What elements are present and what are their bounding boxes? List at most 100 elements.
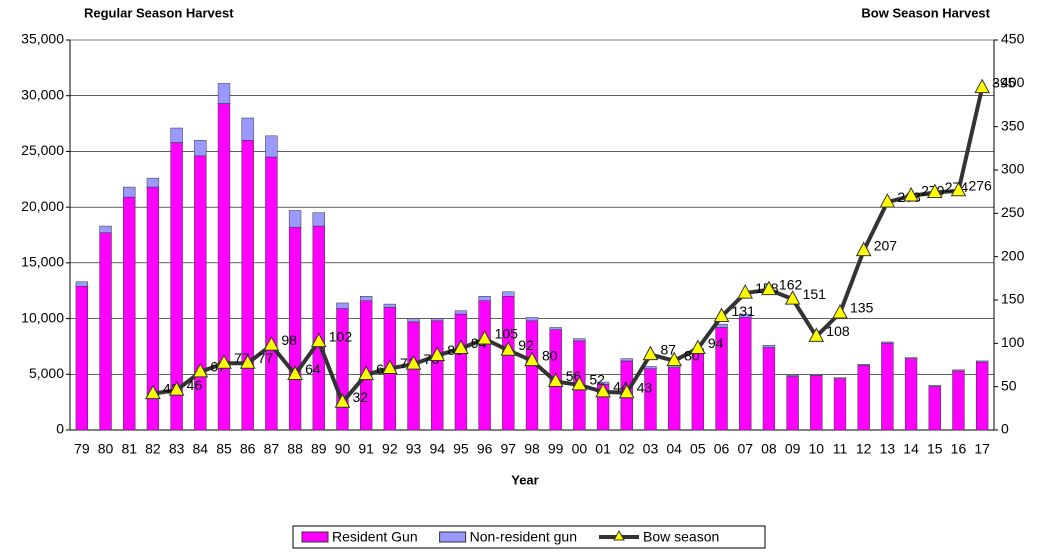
bar	[810, 375, 823, 431]
marker	[358, 365, 374, 381]
y-tick-label: 20,000	[21, 198, 64, 214]
bar	[904, 358, 918, 431]
y-tick-label: 10,000	[21, 309, 64, 325]
legend-box	[292, 525, 766, 549]
bar	[241, 117, 254, 141]
marker	[974, 78, 990, 94]
marker	[192, 362, 209, 378]
bar	[644, 366, 657, 369]
bar	[454, 310, 468, 315]
x-tick-label: 94	[429, 441, 445, 457]
bar	[952, 370, 965, 431]
x-tick-label: 87	[264, 441, 280, 457]
y2-tick-label: 400	[1001, 74, 1025, 90]
bar	[857, 365, 870, 431]
data-label: 105	[495, 326, 519, 342]
marker	[713, 307, 730, 322]
bar	[739, 313, 752, 318]
x-tick-label: 85	[216, 441, 232, 457]
marker	[808, 327, 825, 342]
marker	[500, 341, 517, 356]
x-tick-label: 14	[903, 441, 919, 457]
y-tick-label: 0	[56, 421, 64, 437]
y2-tick-label: 300	[1001, 161, 1025, 177]
bar	[431, 318, 444, 322]
y-tick-label: 5,000	[29, 365, 64, 381]
data-label: 108	[826, 323, 850, 339]
bar	[146, 177, 160, 188]
x-tick-label: 82	[145, 441, 161, 457]
bar	[383, 303, 397, 308]
x-tick-label: 97	[501, 441, 517, 457]
bar	[288, 226, 302, 431]
bar	[194, 140, 207, 157]
x-tick-label: 06	[714, 441, 730, 457]
y2-tick-label: 100	[1001, 334, 1025, 350]
data-label: 94	[708, 335, 724, 351]
bar	[667, 367, 681, 431]
legend-marker	[613, 529, 625, 541]
x-tick-label: 13	[880, 441, 896, 457]
y2-tick-label: 350	[1001, 117, 1025, 133]
marker	[382, 359, 398, 374]
bar	[288, 210, 302, 228]
y-tick-label: 30,000	[21, 86, 64, 102]
marker	[524, 351, 540, 367]
bar	[217, 83, 231, 104]
data-label: 135	[850, 300, 874, 316]
marker	[453, 339, 469, 355]
marker	[168, 381, 185, 396]
bar	[762, 347, 776, 431]
bar	[170, 127, 183, 143]
bar	[265, 135, 278, 158]
bar	[644, 368, 657, 431]
bar	[431, 320, 444, 431]
data-label: 52	[589, 372, 605, 388]
bar	[786, 375, 799, 377]
bar	[123, 196, 136, 431]
data-label: 87	[660, 341, 676, 357]
bar	[975, 361, 989, 431]
bar	[786, 376, 799, 431]
right-axis-title: Bow Season Harvest	[861, 5, 990, 20]
marker	[666, 351, 682, 367]
x-tick-label: 11	[833, 441, 848, 457]
marker	[642, 345, 659, 361]
x-tick-label: 10	[809, 441, 825, 457]
x-tick-label: 80	[98, 441, 114, 457]
bar	[881, 342, 894, 431]
marker	[310, 332, 327, 348]
marker	[571, 375, 588, 391]
x-tick-label: 83	[169, 441, 185, 457]
bar	[478, 300, 491, 431]
bar	[241, 140, 254, 431]
bar	[857, 364, 870, 366]
bar	[904, 357, 918, 359]
marker	[879, 193, 896, 208]
data-label: 43	[637, 379, 653, 395]
legend-swatch	[439, 531, 467, 543]
x-tick-label: 04	[666, 441, 682, 457]
marker	[832, 303, 848, 319]
x-tick-label: 93	[406, 441, 422, 457]
bar	[99, 225, 112, 234]
legend-label: Non-resident gun	[470, 529, 577, 545]
bar	[881, 341, 894, 344]
y2-tick-label: 150	[1001, 291, 1025, 307]
marker	[476, 329, 493, 345]
y2-tick-label: 50	[1001, 377, 1017, 393]
bar	[833, 378, 847, 431]
marker	[690, 339, 706, 355]
marker	[855, 241, 872, 257]
data-label: 98	[281, 332, 297, 348]
line	[152, 87, 985, 405]
data-label: 32	[352, 389, 368, 405]
x-tick-label: 92	[382, 441, 398, 457]
marker	[429, 346, 446, 361]
x-tick-label: 79	[74, 441, 90, 457]
marker	[263, 336, 280, 351]
data-label: 80	[542, 347, 558, 363]
y2-tick-label: 0	[1001, 421, 1009, 437]
bar	[810, 374, 823, 376]
x-tick-label: 84	[193, 441, 209, 457]
